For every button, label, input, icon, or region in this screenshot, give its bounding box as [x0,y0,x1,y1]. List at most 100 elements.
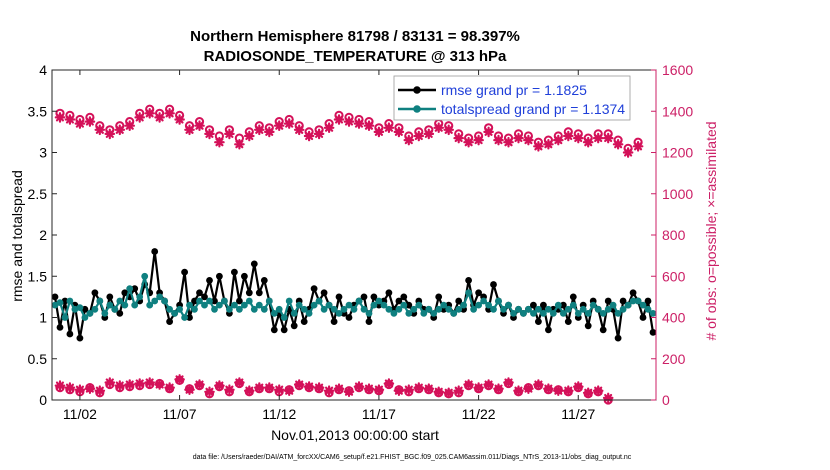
totalspread-point [350,305,358,313]
totalspread-point [136,293,144,301]
obs-low-assimilated-marker [403,384,415,395]
rmse-point [619,297,627,305]
obs-low-assimilated-marker [552,385,564,396]
obs-assimilated-marker [473,134,484,146]
totalspread-point [191,305,198,313]
totalspread-point [290,310,298,317]
obs-low-assimilated-marker [224,384,235,395]
totalspread-point [510,310,517,317]
totalspread-point [156,293,164,301]
totalspread-point [639,301,647,309]
totalspread-point [599,310,607,317]
totalspread-point [91,305,99,313]
axes-ticks: 0 0.5 1 1.5 2 2.5 3 3.5 4 0 200 400 600 800 1000 1200 14… [28,62,694,422]
totalspread-point [470,305,477,313]
totalspread-point [241,301,248,309]
rmse-point [455,297,463,305]
totalspread-point [425,305,433,313]
rmse-point [649,329,657,336]
obs-low-assimilated-marker [453,385,464,396]
totalspread-point [624,301,632,309]
rmse-point [181,268,189,276]
rmse-point [564,318,572,325]
obs-low-assimilated-marker [373,384,385,395]
totalspread-point [455,305,463,313]
rmse-point [191,297,198,305]
totalspread-point [520,310,527,317]
totalspread-point [629,297,637,305]
obs-assimilated-marker [94,124,106,136]
totalspread-point [415,301,423,309]
totalspread-point [355,297,363,305]
obs-assimilated-marker [293,124,305,136]
totalspread-point [505,301,512,309]
totalspread-point [450,310,458,317]
totalspread-point [310,301,318,309]
obs-assimilated-marker [632,141,644,152]
rmse-point [166,318,174,325]
totalspread-point [410,305,418,313]
obs-assimilated-marker [602,132,614,144]
rmse-point [236,297,243,305]
y-axis-label-right: # of obs: o=possible; ×=assimilated [703,121,719,340]
totalspread-point [126,285,134,292]
totalspread-point [171,310,179,317]
x-tick-label: 11/27 [561,406,595,422]
totalspread-point [106,301,114,309]
obs-assimilated-marker [234,139,245,150]
obs-assimilated-marker [184,124,195,136]
rmse-point [241,272,248,280]
chart-title: Northern Hemisphere 81798 / 83131 = 98.3… [190,28,520,45]
totalspread-point [584,310,592,317]
totalspread-point [420,310,428,317]
totalspread-point [176,305,184,313]
totalspread-series [51,272,657,321]
totalspread-point [530,310,537,317]
rmse-point [370,293,378,301]
totalspread-point [340,305,348,313]
obs-low-assimilated-marker [493,383,504,394]
obs-low-assimilated-marker [562,385,574,396]
rmse-point [255,289,263,297]
totalspread-point [540,310,547,317]
totalspread-point [56,299,64,306]
totalspread-point [255,301,263,309]
totalspread-point [231,301,238,309]
totalspread-point [236,305,243,313]
totalspread-point [525,305,532,313]
legend-marker-spread [413,105,421,113]
obs-low-assimilated-marker [513,385,524,396]
y-tick-label-right: 800 [662,227,686,243]
rmse-point [475,289,482,297]
obs-assimilated-marker [463,136,474,148]
obs-assimilated-marker [313,128,325,140]
rmse-point [530,301,537,309]
totalspread-point [86,310,94,317]
rmse-point [196,289,203,297]
totalspread-point [385,305,393,313]
obs-assimilated-marker [74,118,86,129]
obs-low-assimilated-marker [343,386,355,397]
y-tick-label-left: 0 [39,392,47,408]
totalspread-point [270,310,278,317]
obs-low-assimilated-marker [592,385,604,396]
obs-low-assimilated-marker [393,385,405,396]
y-tick-label-left: 2.5 [28,186,48,202]
obs-low-assimilated-marker [54,380,66,391]
totalspread-point [146,301,154,309]
obs-low-assimilated-marker [572,381,584,392]
y-tick-label-right: 0 [662,392,670,408]
obs-assimilated-marker [423,128,435,140]
rmse-point [186,314,193,321]
totalspread-point [435,305,443,313]
y-tick-label-right: 1200 [662,145,693,161]
obs-assimilated-marker [114,124,126,136]
totalspread-point [66,297,74,305]
totalspread-point [440,301,448,309]
obs-assimilated-marker [552,134,564,146]
obs-low-assimilated-marker [383,378,395,389]
totalspread-point [260,305,268,313]
obs-assimilated-marker [124,120,135,131]
totalspread-point [166,305,174,313]
totalspread-point [370,301,378,309]
